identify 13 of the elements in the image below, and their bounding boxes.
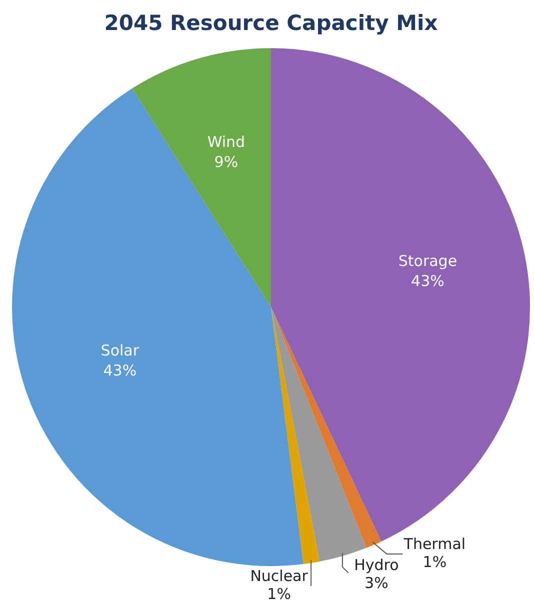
data-label: 43% [103,361,137,380]
data-label: 9% [214,152,238,171]
data-label: 1% [422,552,447,571]
slice-label: Thermal [402,534,466,553]
slice-label: Wind [207,132,246,151]
slice-label: Storage [398,252,458,270]
slice-label: Nuclear [250,566,309,585]
data-label: 3% [364,574,388,592]
slice-label: Solar [100,341,140,360]
data-label: 43% [411,272,444,290]
chart-title: 2045 Resource Capacity Mix [104,11,438,36]
slice-label: Hydro [354,556,399,574]
data-label: 1% [267,584,291,603]
